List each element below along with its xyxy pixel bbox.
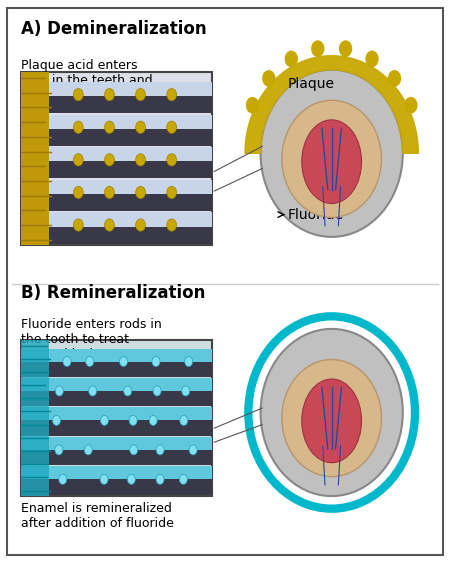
Ellipse shape: [282, 100, 382, 217]
Circle shape: [404, 97, 418, 114]
Ellipse shape: [302, 379, 361, 463]
Circle shape: [135, 186, 145, 199]
Circle shape: [135, 88, 145, 101]
FancyBboxPatch shape: [21, 340, 50, 496]
FancyBboxPatch shape: [21, 450, 211, 465]
Circle shape: [180, 415, 188, 426]
Circle shape: [167, 186, 176, 199]
Circle shape: [89, 386, 97, 396]
FancyBboxPatch shape: [21, 73, 211, 245]
Ellipse shape: [261, 329, 403, 496]
Circle shape: [104, 154, 114, 166]
Circle shape: [167, 154, 176, 166]
Circle shape: [156, 474, 164, 484]
Circle shape: [73, 88, 83, 101]
Circle shape: [311, 41, 324, 57]
Circle shape: [53, 415, 60, 426]
Circle shape: [167, 88, 176, 101]
Polygon shape: [245, 56, 418, 153]
FancyBboxPatch shape: [21, 421, 211, 436]
FancyBboxPatch shape: [21, 340, 211, 496]
FancyBboxPatch shape: [21, 466, 211, 479]
Circle shape: [84, 445, 92, 455]
Circle shape: [184, 356, 193, 367]
Circle shape: [167, 121, 176, 133]
FancyBboxPatch shape: [21, 129, 211, 146]
Circle shape: [285, 51, 298, 68]
Circle shape: [153, 386, 161, 396]
Text: Enamel is remineralized
after addition of fluoride: Enamel is remineralized after addition o…: [21, 502, 173, 530]
FancyBboxPatch shape: [21, 114, 211, 129]
Circle shape: [182, 386, 190, 396]
FancyBboxPatch shape: [21, 348, 211, 361]
Circle shape: [73, 121, 83, 133]
FancyBboxPatch shape: [21, 96, 211, 113]
Circle shape: [104, 186, 114, 199]
FancyBboxPatch shape: [21, 180, 211, 194]
Text: Fluoride enters rods in
the tooth to treat
enamel lesions: Fluoride enters rods in the tooth to tre…: [21, 318, 161, 361]
FancyBboxPatch shape: [21, 361, 211, 377]
Circle shape: [59, 474, 67, 484]
Circle shape: [120, 356, 127, 367]
Circle shape: [100, 415, 108, 426]
FancyBboxPatch shape: [21, 147, 211, 162]
Circle shape: [388, 70, 401, 87]
Circle shape: [156, 445, 164, 455]
Circle shape: [124, 386, 132, 396]
Text: Fluoride: Fluoride: [287, 208, 343, 222]
FancyBboxPatch shape: [21, 479, 211, 495]
Circle shape: [152, 356, 160, 367]
FancyBboxPatch shape: [21, 82, 211, 96]
FancyBboxPatch shape: [21, 408, 211, 421]
Circle shape: [135, 154, 145, 166]
Circle shape: [189, 445, 197, 455]
Circle shape: [104, 219, 114, 231]
FancyBboxPatch shape: [21, 194, 211, 211]
Circle shape: [180, 474, 187, 484]
Circle shape: [262, 70, 275, 87]
Text: A) Demineralization: A) Demineralization: [21, 20, 206, 38]
FancyBboxPatch shape: [21, 73, 50, 245]
FancyBboxPatch shape: [7, 8, 443, 555]
Circle shape: [73, 154, 83, 166]
Circle shape: [104, 121, 114, 133]
Circle shape: [246, 97, 259, 114]
Text: Plaque acid enters
rods in the teeth and
breaks down enamel: Plaque acid enters rods in the teeth and…: [21, 59, 152, 101]
Circle shape: [129, 415, 137, 426]
Circle shape: [73, 186, 83, 199]
FancyBboxPatch shape: [21, 162, 211, 178]
Circle shape: [135, 219, 145, 231]
Circle shape: [135, 121, 145, 133]
Circle shape: [127, 474, 135, 484]
FancyBboxPatch shape: [21, 437, 211, 450]
Circle shape: [104, 88, 114, 101]
Ellipse shape: [302, 120, 361, 203]
Text: Plaque: Plaque: [287, 77, 334, 91]
Ellipse shape: [261, 70, 403, 237]
FancyBboxPatch shape: [21, 227, 211, 244]
Circle shape: [55, 445, 63, 455]
Circle shape: [55, 386, 63, 396]
Ellipse shape: [282, 360, 382, 477]
FancyBboxPatch shape: [21, 378, 211, 391]
Circle shape: [63, 356, 71, 367]
Circle shape: [149, 415, 157, 426]
Circle shape: [339, 41, 352, 57]
FancyBboxPatch shape: [21, 391, 211, 406]
Circle shape: [86, 356, 94, 367]
Circle shape: [167, 219, 176, 231]
FancyBboxPatch shape: [21, 212, 211, 227]
Circle shape: [100, 474, 108, 484]
Circle shape: [365, 51, 379, 68]
Text: B) Remineralization: B) Remineralization: [21, 284, 205, 302]
Circle shape: [73, 219, 83, 231]
Circle shape: [130, 445, 138, 455]
